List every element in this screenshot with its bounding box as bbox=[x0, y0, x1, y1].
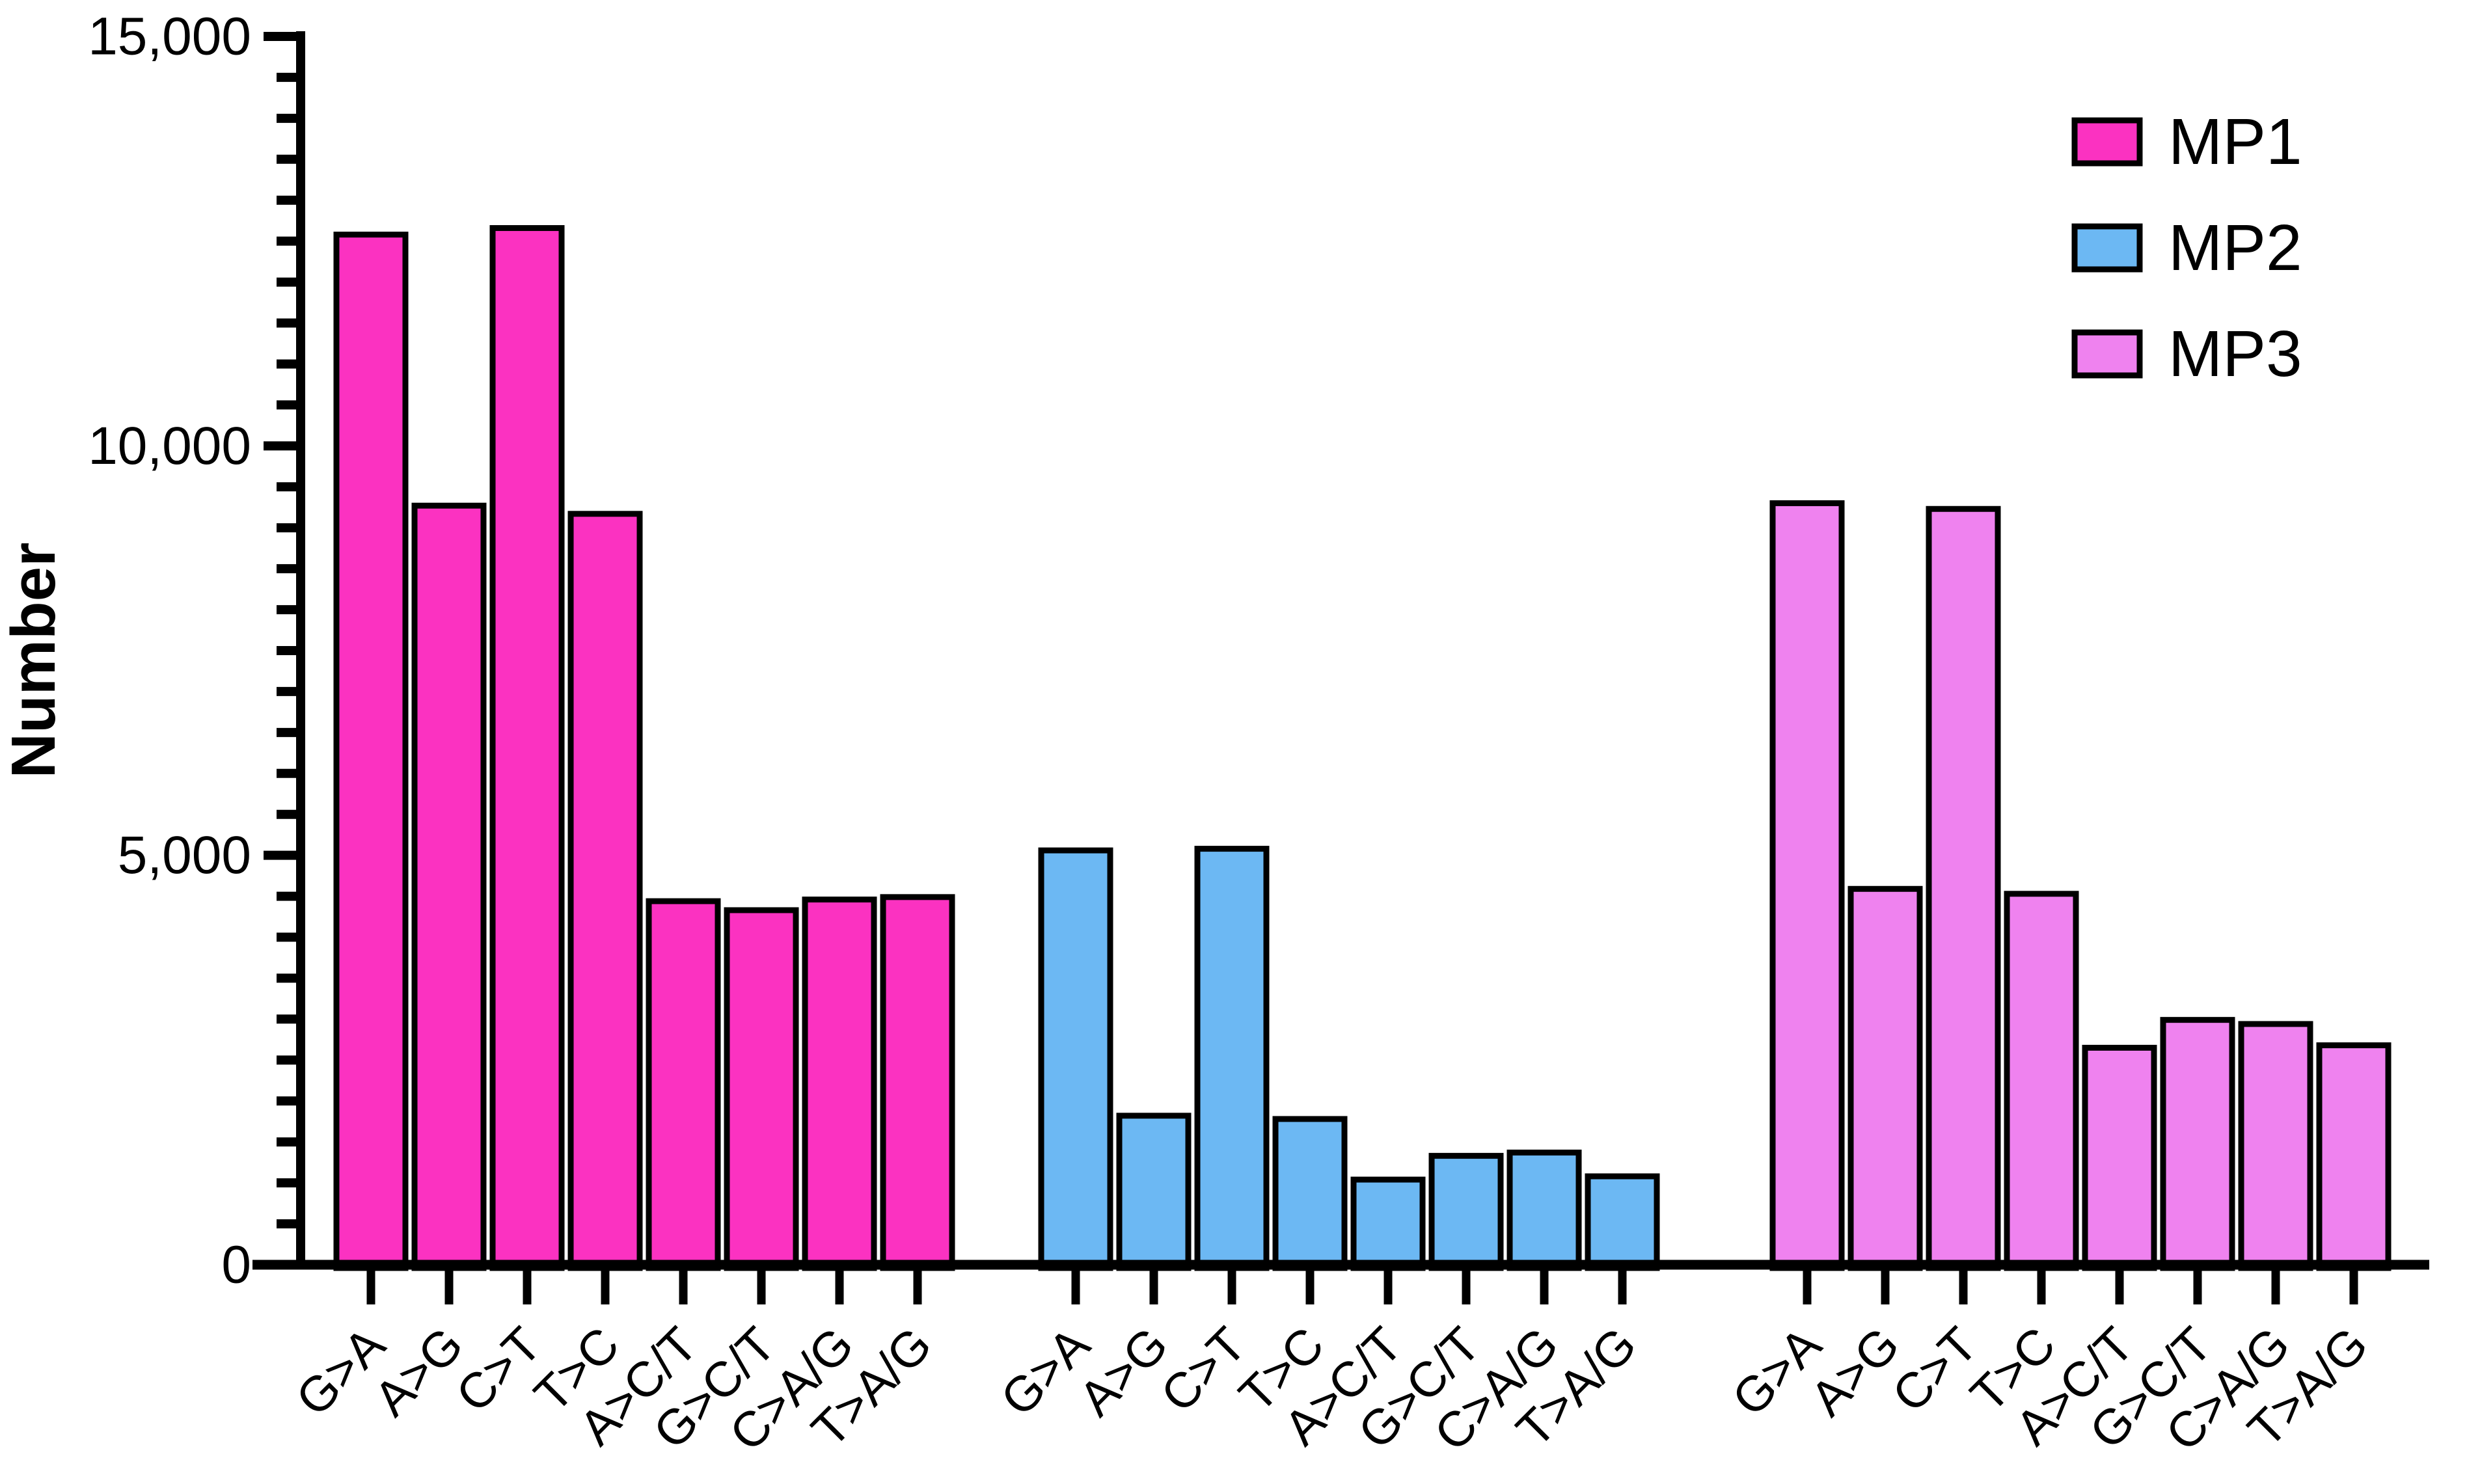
bar-mp2-7 bbox=[1506, 1150, 1582, 1271]
bar-mp1-3 bbox=[489, 225, 565, 1271]
bar-mp3-4 bbox=[2004, 891, 2079, 1271]
legend-label-mp2: MP2 bbox=[2168, 211, 2302, 284]
legend-swatch-mp1 bbox=[2071, 117, 2143, 167]
bar-mp3-3 bbox=[1926, 506, 2001, 1271]
bar-mp1-7 bbox=[802, 897, 877, 1271]
y-tick-label: 5,000 bbox=[118, 826, 251, 885]
y-tick-label: 10,000 bbox=[88, 416, 251, 476]
bar-mp2-6 bbox=[1428, 1153, 1504, 1271]
bar-mp3-1 bbox=[1769, 500, 1845, 1271]
legend-swatch-mp2 bbox=[2071, 223, 2143, 273]
category-label: C>T bbox=[446, 1317, 552, 1423]
bar-mp3-8 bbox=[2316, 1042, 2392, 1271]
category-label: C>T bbox=[1151, 1317, 1257, 1423]
y-tick-label: 15,000 bbox=[88, 7, 251, 66]
y-tick-label: 0 bbox=[221, 1235, 251, 1295]
bar-mp3-7 bbox=[2238, 1021, 2313, 1271]
bar-mp1-5 bbox=[646, 898, 721, 1271]
category-label: C>T bbox=[1882, 1317, 1988, 1423]
bar-mp2-1 bbox=[1038, 847, 1113, 1271]
bar-mp3-5 bbox=[2082, 1044, 2157, 1271]
legend-swatch-mp3 bbox=[2071, 329, 2143, 379]
bar-mp2-2 bbox=[1116, 1113, 1192, 1271]
y-axis-title: Number bbox=[0, 543, 68, 779]
legend-label-mp3: MP3 bbox=[2168, 317, 2302, 390]
bar-mp1-1 bbox=[333, 232, 409, 1271]
bar-mp2-4 bbox=[1272, 1116, 1348, 1271]
bar-mp1-6 bbox=[724, 907, 799, 1271]
bar-mp1-4 bbox=[567, 511, 643, 1271]
bar-mp2-8 bbox=[1585, 1173, 1660, 1271]
bar-mp1-2 bbox=[411, 502, 487, 1271]
legend-label-mp1: MP1 bbox=[2168, 105, 2302, 178]
bar-mp1-8 bbox=[880, 894, 955, 1271]
bar-mp3-2 bbox=[1847, 885, 1923, 1271]
bar-mp3-6 bbox=[2160, 1017, 2235, 1271]
bar-mp2-5 bbox=[1350, 1176, 1426, 1271]
bar-mp2-3 bbox=[1194, 846, 1270, 1271]
